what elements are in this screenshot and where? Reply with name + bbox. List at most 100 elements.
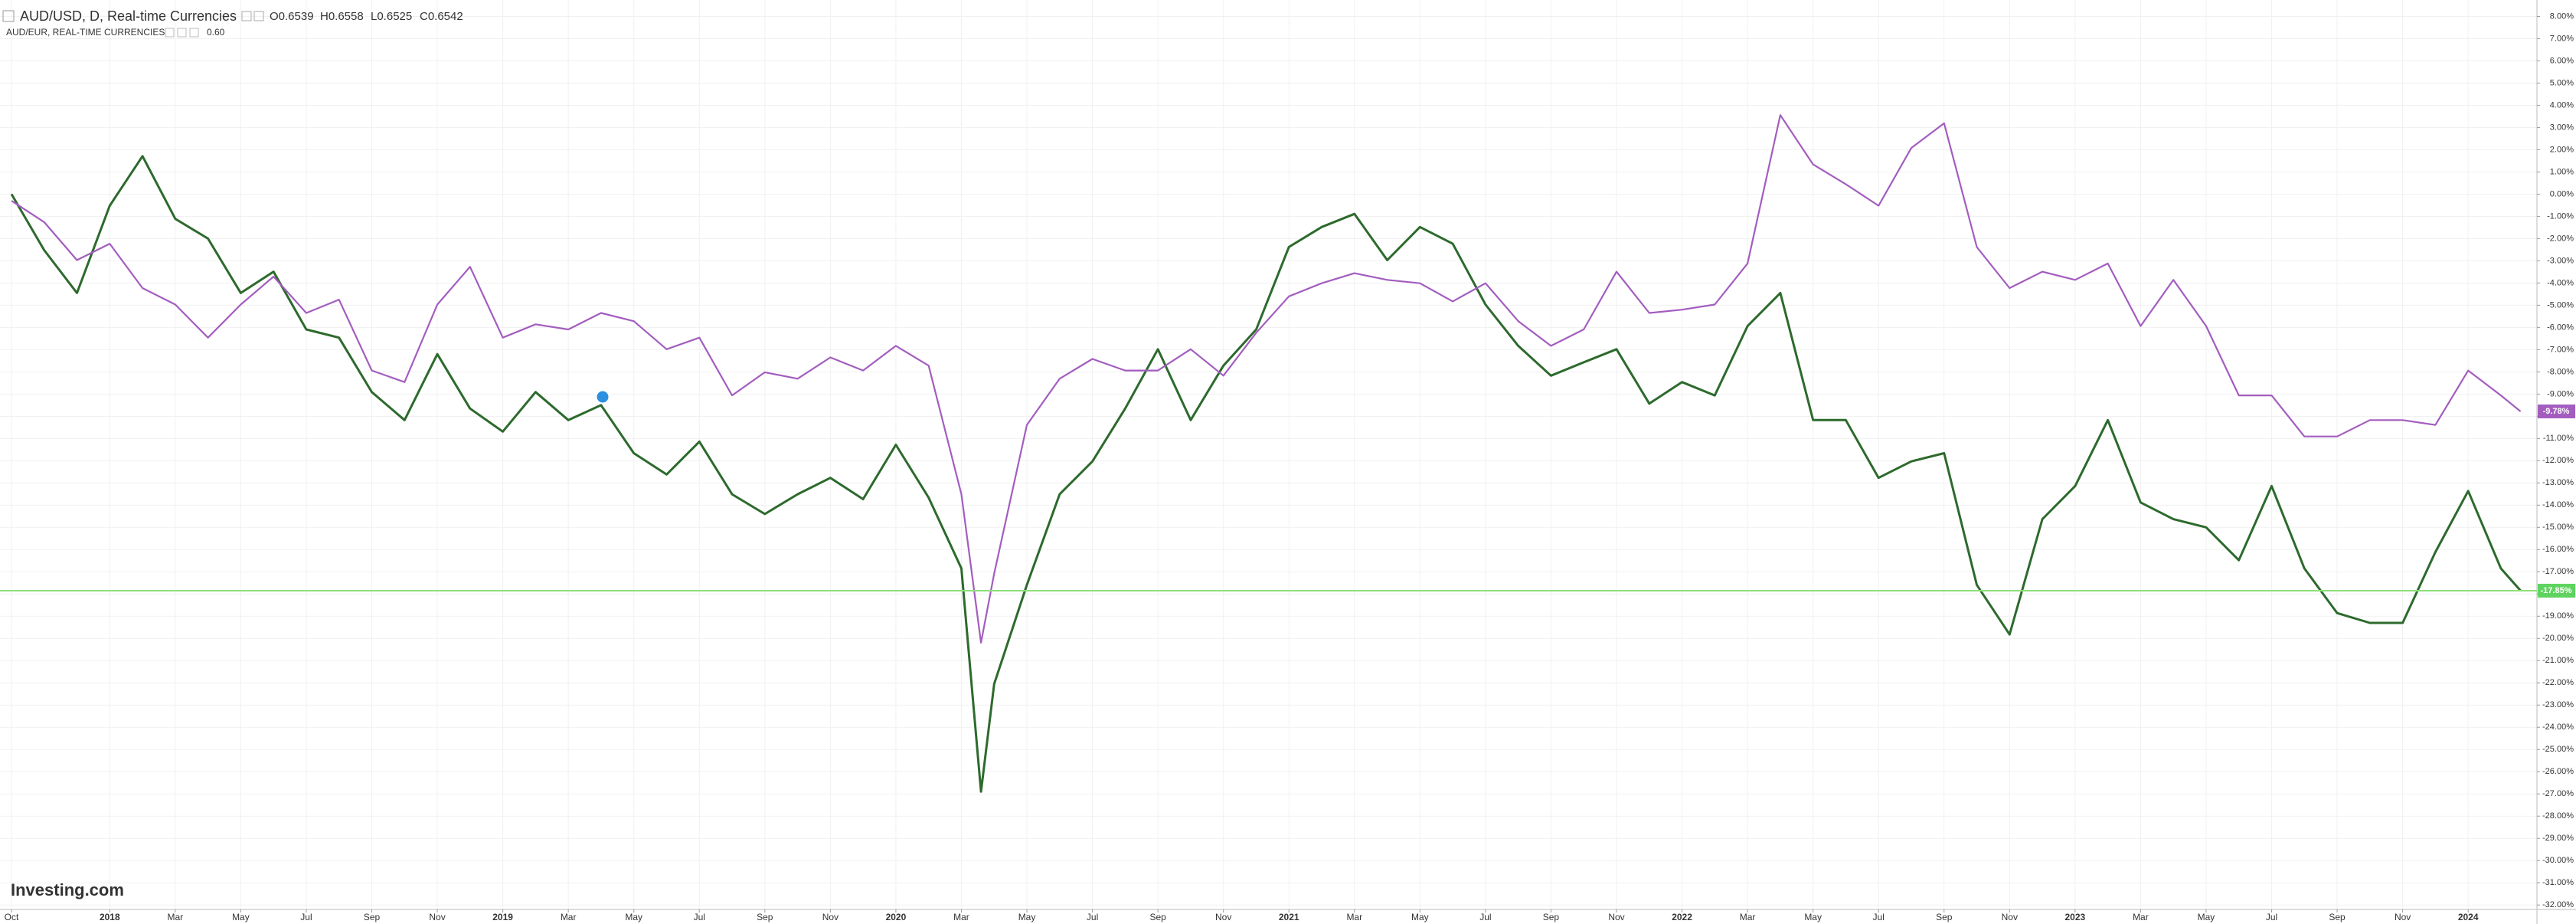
y-tick-label: -21.00% [2542, 656, 2574, 665]
grid [0, 0, 2537, 909]
y-tick-label: -5.00% [2547, 300, 2574, 310]
series-line [11, 114, 2522, 644]
ohlc-open: O0.6539 [270, 10, 314, 23]
y-tick-label: 3.00% [2550, 123, 2574, 132]
y-tick-label: -16.00% [2542, 545, 2574, 554]
last-value-label: -9.78% [2543, 407, 2570, 416]
y-tick-label: -1.00% [2547, 211, 2574, 221]
y-tick-label: -6.00% [2547, 323, 2574, 332]
x-tick-label: Jul [1873, 912, 1885, 922]
x-tick-label: Nov [2002, 912, 2018, 922]
y-tick-label: 0.00% [2550, 189, 2574, 198]
y-tick-label: -19.00% [2542, 611, 2574, 621]
x-tick-label: 2018 [100, 912, 120, 922]
x-tick-label: Sep [757, 912, 773, 922]
x-tick-label: May [2198, 912, 2215, 922]
x-tick-label: Mar [2133, 912, 2149, 922]
x-tick-label: Oct [5, 912, 19, 922]
y-tick-label: -2.00% [2547, 234, 2574, 243]
main-legend: AUD/USD, D, Real-time Currencies [20, 8, 237, 24]
x-tick-label: Sep [1543, 912, 1560, 922]
y-tick-label: -29.00% [2542, 834, 2574, 843]
y-tick-label: -11.00% [2543, 434, 2574, 443]
x-tick-label: Sep [2329, 912, 2346, 922]
x-tick-label: Nov [429, 912, 445, 922]
x-tick-label: May [232, 912, 250, 922]
y-tick-label: -15.00% [2542, 523, 2574, 532]
collapse-icon[interactable] [2, 10, 15, 22]
compare-legend: AUD/EUR, REAL-TIME CURRENCIES [6, 27, 165, 38]
y-tick-label: -26.00% [2542, 767, 2574, 776]
x-tick-label: 2023 [2065, 912, 2086, 922]
x-tick-label: Jul [1479, 912, 1491, 922]
legend-icon[interactable] [253, 11, 264, 21]
y-tick-label: 1.00% [2550, 167, 2574, 176]
y-tick-label: -24.00% [2542, 722, 2574, 732]
y-tick-label: -3.00% [2547, 256, 2574, 265]
y-tick-label: -13.00% [2542, 478, 2574, 487]
legend-icon[interactable] [165, 28, 175, 38]
y-tick-label: -28.00% [2542, 811, 2574, 821]
x-tick-label: Sep [1149, 912, 1166, 922]
x-tick-label: Mar [1740, 912, 1756, 922]
x-tick-label: Mar [953, 912, 969, 922]
y-tick-label: 6.00% [2550, 56, 2574, 65]
last-value-badge [2538, 404, 2575, 418]
ohlc-close: C0.6542 [420, 10, 463, 23]
x-tick-label: 2024 [2458, 912, 2479, 922]
y-tick-label: -9.00% [2547, 389, 2574, 398]
y-tick-label: 7.00% [2550, 34, 2574, 43]
y-tick-label: -23.00% [2542, 700, 2574, 709]
x-tick-label: Mar [168, 912, 184, 922]
x-tick-label: Nov [2395, 912, 2411, 922]
event-marker[interactable] [594, 388, 611, 405]
y-tick-label: -7.00% [2547, 345, 2574, 354]
y-tick-label: -25.00% [2542, 745, 2574, 754]
y-tick-label: -17.00% [2542, 567, 2574, 576]
y-tick-label: -20.00% [2542, 634, 2574, 643]
y-tick-label: 2.00% [2550, 145, 2574, 154]
last-value-label: -17.85% [2541, 586, 2572, 595]
y-tick-label: -30.00% [2542, 856, 2574, 865]
x-tick-label: Nov [1608, 912, 1624, 922]
y-tick-label: -12.00% [2542, 456, 2574, 465]
y-tick-label: -27.00% [2542, 789, 2574, 798]
y-tick-label: -8.00% [2547, 367, 2574, 376]
x-tick-label: 2021 [1279, 912, 1299, 922]
legend-icon[interactable] [241, 11, 252, 21]
y-tick-label: 4.00% [2550, 100, 2574, 110]
x-tick-label: 2020 [886, 912, 907, 922]
y-tick-label: -22.00% [2542, 678, 2574, 687]
x-tick-label: May [1411, 912, 1429, 922]
x-tick-label: Nov [1215, 912, 1231, 922]
x-tick-label: Mar [1346, 912, 1362, 922]
x-tick-label: Sep [1936, 912, 1953, 922]
legend-icon[interactable] [177, 28, 187, 38]
x-tick-label: May [1018, 912, 1036, 922]
y-tick-label: -32.00% [2542, 900, 2574, 909]
ohlc-low: L0.6525 [371, 10, 412, 23]
series-line [10, 155, 2522, 793]
x-tick-label: May [1804, 912, 1822, 922]
x-tick-label: Jul [2266, 912, 2277, 922]
legend-icon[interactable] [189, 28, 199, 38]
x-tick-label: Jul [300, 912, 312, 922]
y-tick-label: -31.00% [2542, 878, 2574, 887]
y-tick-label: -4.00% [2547, 278, 2574, 287]
ohlc-high: H0.6558 [320, 10, 364, 23]
x-tick-label: Sep [364, 912, 381, 922]
x-tick-label: Jul [1087, 912, 1098, 922]
y-tick-label: -14.00% [2542, 500, 2574, 510]
x-tick-label: Jul [694, 912, 705, 922]
y-tick-label: 8.00% [2550, 11, 2574, 21]
x-tick-label: Nov [822, 912, 839, 922]
x-tick-label: May [625, 912, 642, 922]
x-tick-label: 2022 [1672, 912, 1692, 922]
compare-value: 0.60 [207, 27, 225, 38]
y-tick-label: 5.00% [2550, 78, 2574, 87]
x-tick-label: 2019 [492, 912, 513, 922]
logo: Investing.com [11, 880, 124, 899]
